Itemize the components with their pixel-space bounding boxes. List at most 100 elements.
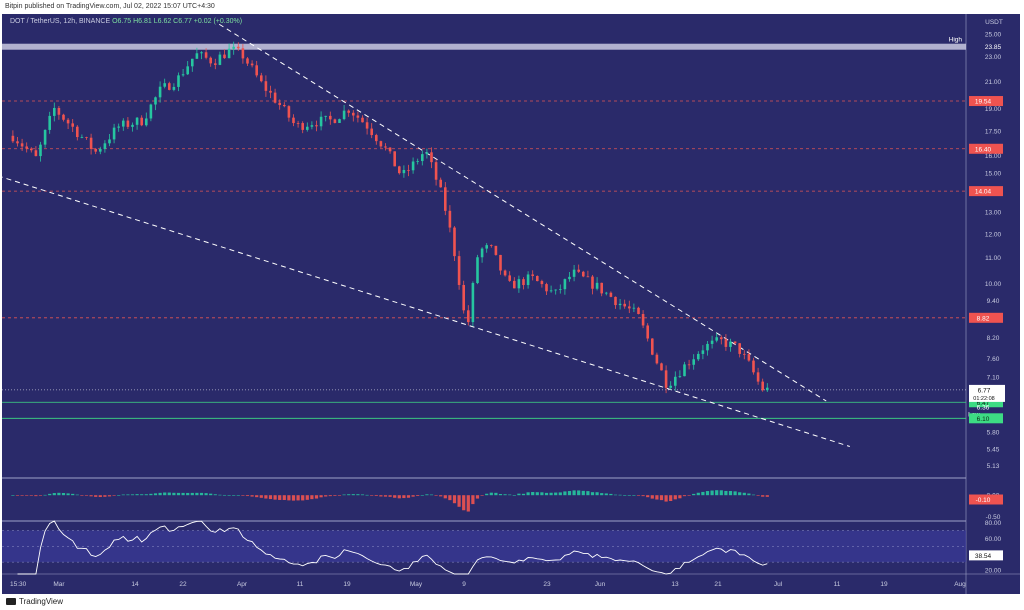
histogram-bar [627,495,631,496]
candle-up [103,143,107,149]
histogram-bar [664,495,668,502]
histogram-bar [618,494,622,496]
candle-down [328,115,332,120]
histogram-bar [195,492,199,496]
histogram-bar [163,492,167,496]
candle-up [48,115,51,130]
candle-down [379,141,383,147]
y-tick-label: 5.45 [987,447,1000,454]
candle-down [11,135,15,142]
candle-down [287,106,291,118]
candle-down [623,303,626,307]
histogram-bar [747,493,751,496]
histogram-bar [411,495,415,497]
candle-up [108,139,111,144]
symbol-name[interactable]: DOT / TetherUS, 12h, BINANCE [10,18,111,25]
candle-down [236,46,240,49]
histogram-bar [751,494,756,496]
candle-up [338,119,341,123]
candle-down [664,370,668,388]
candle-down [540,281,544,285]
histogram-bar [715,490,719,496]
rsi-value-label: 38.54 [975,553,992,560]
candle-down [273,92,277,103]
histogram-bar [604,493,608,496]
histogram-bar [379,495,383,497]
x-tick-label: 15:30 [10,581,27,588]
candle-up [402,169,406,174]
candle-down [503,270,507,276]
histogram-bar [15,495,20,496]
histogram-bar [273,495,277,500]
y-tick-label: 13.00 [985,210,1002,217]
histogram-bar [89,495,93,497]
histogram-bar [402,495,406,499]
histogram-bar [420,494,424,496]
candle-up [517,279,521,289]
candle-down [577,269,580,272]
candle-down [397,166,401,174]
x-tick-label: 21 [714,581,722,588]
candle-down [384,146,387,148]
candle-down [315,125,318,127]
histogram-bar [264,495,268,499]
x-tick-label: 22 [179,581,187,588]
y-tick-label: 5.80 [987,430,1000,437]
footer-brand[interactable]: TradingView [19,597,64,606]
candle-down [29,148,33,151]
candle-down [292,117,295,124]
candle-up [154,97,157,105]
level-price-label: 8.82 [977,315,990,322]
x-tick-label: 19 [343,581,351,588]
candle-down [756,372,760,382]
histogram-bar [324,495,328,497]
candle-down [333,119,337,123]
histogram-bar [646,495,650,498]
histogram-bar [443,495,447,499]
histogram-bar [452,495,457,504]
histogram-bar [406,495,411,498]
y-tick-label: 15.00 [985,171,1002,178]
histogram-bar [305,495,309,500]
candle-up [480,248,484,258]
candle-up [98,148,102,152]
histogram-bar [738,492,742,496]
candle-up [669,385,672,388]
candle-down [609,292,613,297]
histogram-bar [595,492,599,496]
candle-down [586,276,590,278]
histogram-bar [692,493,696,496]
histogram-bar [572,490,576,496]
candle-up [632,307,636,309]
histogram-bar [121,494,125,496]
chart-area[interactable]: USDT 25.00 23.00 21.00 19.00 17.50 16.00 15.00 1… [2,14,1020,594]
candle-down [742,353,746,355]
y-tick-label: 21.00 [985,79,1002,86]
histogram-bar [112,495,116,496]
candle-up [200,52,203,54]
histogram-bar [186,492,190,496]
x-tick-label: 9 [462,581,466,588]
histogram-bar [66,493,70,496]
price-label-box [969,96,1003,107]
histogram-bar [314,495,319,499]
candle-down [687,364,691,366]
x-tick-label: 19 [880,581,888,588]
x-tick-label: Aug [954,581,966,588]
histogram-bar [190,492,194,496]
oscillator-tick-label: 80.00 [985,520,1002,527]
candle-up [558,289,562,290]
tradingview-logo-icon[interactable] [6,598,16,606]
histogram-bar [480,495,484,496]
candle-down [126,120,130,127]
rsi-value-box [969,550,1003,561]
histogram-bar [632,495,636,496]
histogram-bar [517,493,521,496]
histogram-bar [20,495,24,496]
y-tick-label: 19.00 [985,106,1002,113]
candle-down [66,119,70,124]
histogram-bar [213,494,217,496]
histogram-bar [498,494,503,496]
histogram-bar [167,492,171,496]
candle-down [213,63,217,65]
